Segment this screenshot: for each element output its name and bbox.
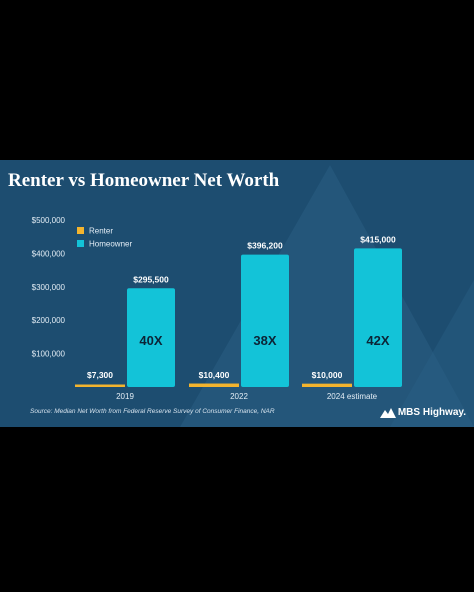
source-note: Source: Median Net Worth from Federal Re… [30, 408, 275, 415]
y-tick-label: $400,000 [32, 249, 66, 258]
x-tick-label: 2019 [116, 392, 134, 401]
data-label-renter: $10,000 [312, 370, 343, 380]
legend-label-renter: Renter [89, 227, 113, 236]
bar-renter [302, 383, 352, 387]
bar-renter [189, 383, 239, 387]
legend-label-homeowner: Homeowner [89, 240, 132, 249]
data-label-renter: $10,400 [199, 370, 230, 380]
background-triangle-small [390, 280, 474, 427]
data-label-homeowner: $295,500 [133, 274, 169, 284]
data-label-homeowner: $415,000 [360, 234, 396, 244]
x-tick-label: 2022 [230, 392, 248, 401]
multiplier-annotation: 40X [139, 333, 162, 348]
data-label-homeowner: $396,200 [247, 241, 283, 251]
bar-homeowner [127, 288, 175, 387]
multiplier-annotation: 38X [253, 333, 276, 348]
brand-name: MBS Highway. [397, 407, 466, 418]
legend-swatch-renter [77, 227, 84, 234]
y-tick-label: $100,000 [32, 350, 66, 359]
y-tick-label: $300,000 [32, 283, 66, 292]
mbs-logo-icon [379, 407, 396, 418]
x-tick-label: 2024 estimate [327, 392, 378, 401]
bar-renter [75, 384, 125, 387]
legend-swatch-homeowner [77, 240, 84, 247]
bar-homeowner [241, 254, 289, 387]
chart-title: Renter vs Homeowner Net Worth [8, 170, 280, 191]
data-label-renter: $7,300 [87, 370, 113, 380]
bar-homeowner [354, 248, 402, 387]
chart-canvas: $100,000 $200,000 $300,000 $400,000 $500,000… [32, 165, 474, 427]
brand-logo: MBS Highway. [379, 407, 466, 418]
chart-slide: $100,000 $200,000 $300,000 $400,000 $500,000… [0, 160, 474, 427]
y-tick-label: $200,000 [32, 316, 66, 325]
multiplier-annotation: 42X [366, 333, 389, 348]
y-tick-label: $500,000 [32, 216, 66, 225]
